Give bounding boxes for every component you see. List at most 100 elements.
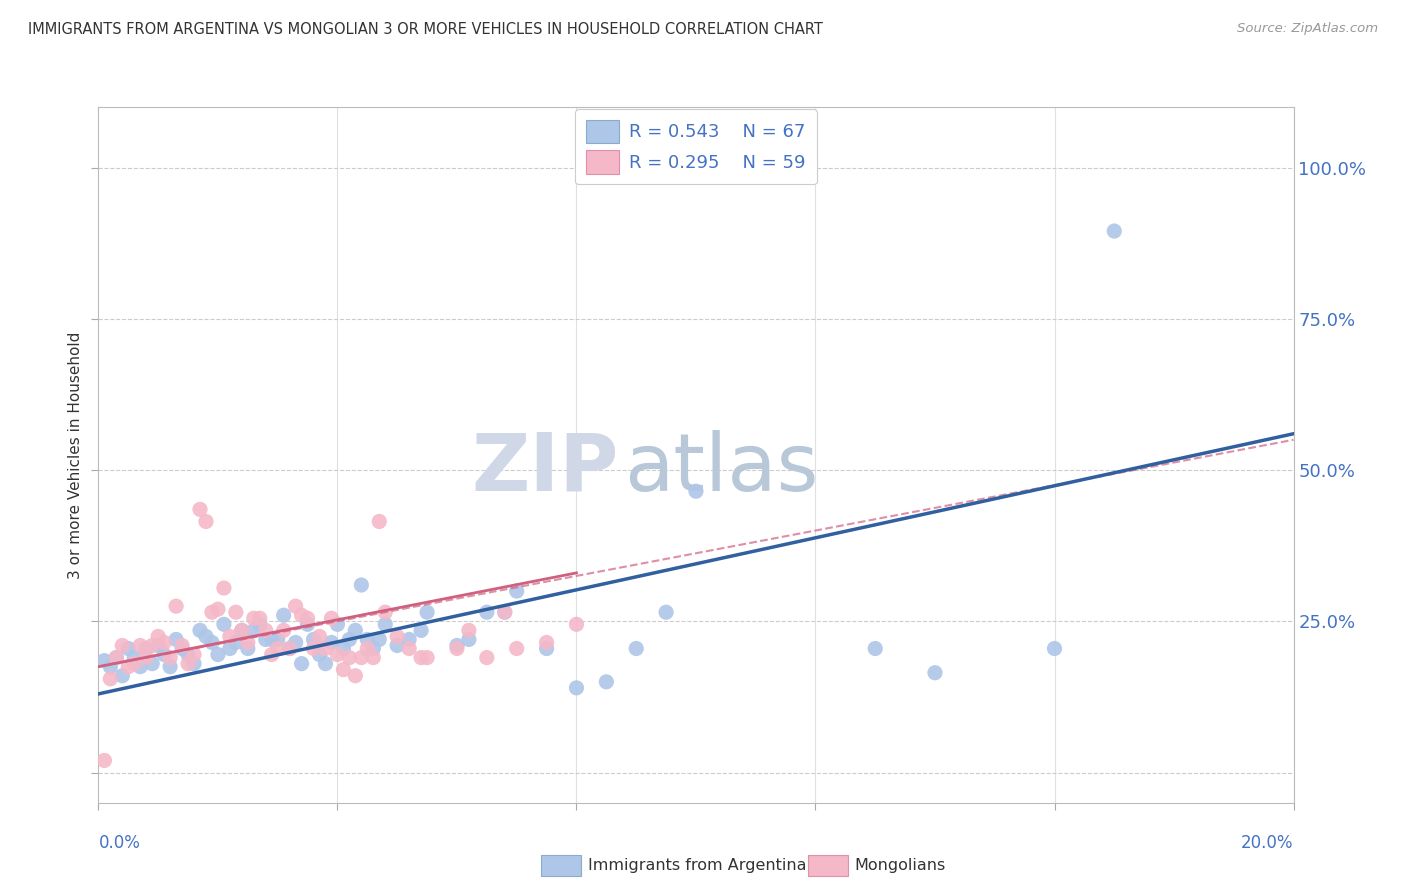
Point [111,639,134,653]
Point [374,617,396,632]
Point [183,657,205,671]
Point [225,605,247,619]
Point [308,648,330,662]
Point [236,635,259,649]
Point [141,639,163,653]
Point [475,605,498,619]
Point [148,639,170,653]
Point [195,629,218,643]
Point [135,641,157,656]
Point [111,669,134,683]
Point [356,632,378,647]
Point [117,659,139,673]
Point [416,650,439,665]
Point [273,608,295,623]
Text: Source: ZipAtlas.com: Source: ZipAtlas.com [1237,22,1378,36]
Point [135,650,157,665]
Point [368,515,391,529]
Point [565,617,588,632]
Point [212,581,235,595]
Point [124,650,146,665]
Point [494,605,516,619]
Point [326,617,349,632]
Point [475,650,498,665]
Point [685,484,707,499]
Point [536,635,558,649]
Point [278,641,301,656]
Point [315,657,337,671]
Point [225,635,247,649]
Point [260,648,283,662]
Point [254,632,277,647]
Point [297,611,319,625]
Point [284,599,307,614]
Point [1104,224,1126,238]
Y-axis label: 3 or more Vehicles in Household: 3 or more Vehicles in Household [67,331,83,579]
Point [344,624,367,638]
Point [100,659,122,673]
Point [385,629,409,643]
Point [344,669,367,683]
Point [141,657,163,671]
Point [201,605,224,619]
Point [254,624,277,638]
Point [363,641,385,656]
Point [446,639,468,653]
Point [655,605,678,619]
Point [374,605,396,619]
Point [411,650,433,665]
Point [506,584,529,599]
Point [350,650,373,665]
Point [183,648,205,662]
Point [278,641,301,656]
Point [302,641,325,656]
Point [207,648,229,662]
Point [243,624,266,638]
Point [129,639,152,653]
Point [1043,641,1066,656]
Point [100,672,122,686]
Point [321,611,343,625]
Point [308,629,330,643]
Point [332,663,354,677]
Point [172,639,194,653]
Point [148,629,170,643]
Point [595,674,617,689]
Point [165,632,187,647]
Point [297,617,319,632]
Point [159,650,181,665]
Point [302,632,325,647]
Point [291,657,314,671]
Point [93,754,115,768]
Point [363,650,385,665]
Point [177,648,200,662]
Point [249,617,271,632]
Point [201,635,224,649]
Point [159,659,181,673]
Point [416,605,439,619]
Text: atlas: atlas [624,430,818,508]
Point [165,599,187,614]
Text: Immigrants from Argentina: Immigrants from Argentina [588,858,806,872]
Point [153,635,176,649]
Point [339,650,360,665]
Point [124,657,146,671]
Text: IMMIGRANTS FROM ARGENTINA VS MONGOLIAN 3 OR MORE VEHICLES IN HOUSEHOLD CORRELATI: IMMIGRANTS FROM ARGENTINA VS MONGOLIAN 3… [28,22,823,37]
Point [219,641,242,656]
Legend: R = 0.543    N = 67, R = 0.295    N = 59: R = 0.543 N = 67, R = 0.295 N = 59 [575,109,817,185]
Point [350,578,373,592]
Point [332,641,354,656]
Point [446,641,468,656]
Point [865,641,887,656]
Point [291,608,314,623]
Point [105,650,128,665]
Point [458,632,481,647]
Point [212,617,235,632]
Point [153,648,176,662]
Text: ZIP: ZIP [471,430,619,508]
Point [260,632,283,647]
Point [188,624,211,638]
Point [398,641,420,656]
Point [565,681,588,695]
Point [243,611,266,625]
